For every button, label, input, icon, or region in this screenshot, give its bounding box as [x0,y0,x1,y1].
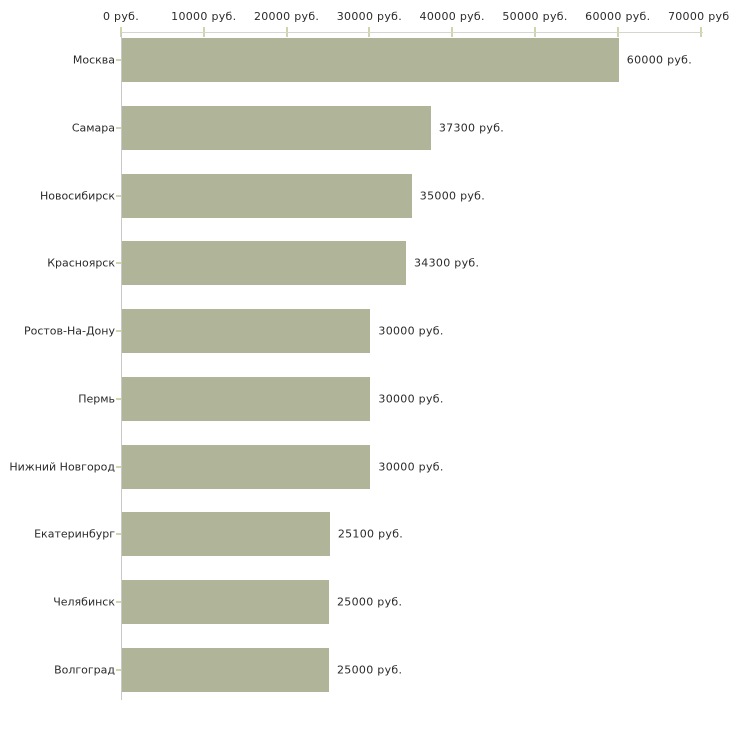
category-tick-mark [116,533,121,536]
bar-2 [122,105,431,150]
x-axis-tick-label: 50000 руб. [502,10,568,23]
category-label: Новосибирск [39,189,115,202]
value-label: 30000 руб. [378,324,444,338]
category-tick-mark [116,465,121,468]
value-label: 37300 руб. [438,121,505,135]
bar-5 [122,309,371,353]
category-label: Пермь [78,392,115,406]
value-label: 60000 руб. [626,53,693,67]
value-label: 35000 руб. [419,189,486,202]
x-axis-line [121,32,703,33]
category-tick-mark [116,397,121,400]
x-axis-tick-label: 40000 руб. [419,10,485,23]
bar-3 [122,173,412,218]
x-axis-tick-label: 0 руб. [102,10,140,23]
value-label: 25100 руб. [337,527,404,541]
value-label: 25000 руб. [337,663,403,677]
x-axis-tick-label: 10000 руб. [171,10,237,23]
category-tick-mark [116,194,121,197]
bar-7 [122,444,371,489]
bar-8 [122,512,330,557]
category-label: Челябинск [53,595,115,609]
bar-9 [122,580,329,624]
category-label: Красноярск [47,256,115,270]
y-axis-line [121,32,122,700]
category-tick-mark [116,601,121,603]
x-axis-tick-label: 60000 руб. [585,10,651,23]
value-label: 30000 руб. [378,460,444,473]
category-label: Ростов-На-Дону [23,324,115,338]
value-label: 30000 руб. [378,392,444,406]
category-tick-mark [116,668,121,671]
category-tick-mark [116,330,121,332]
bar-6 [122,376,371,421]
bar-1 [122,38,619,82]
category-tick-mark [116,126,121,129]
x-axis-tick-label: 70000 руб. [667,10,730,23]
category-label: Нижний Новгород [9,460,115,473]
value-label: 25000 руб. [337,595,403,609]
category-tick-mark [116,262,121,265]
category-label: Москва [72,53,115,67]
category-label: Волгоград [54,663,115,677]
category-tick-mark [116,59,121,61]
bar-4 [122,241,406,286]
x-axis-tick-label: 30000 руб. [336,10,403,23]
category-label: Екатеринбург [34,527,115,541]
bar-10 [122,647,329,692]
category-label: Самара [71,121,115,135]
value-label: 34300 руб. [414,256,480,270]
x-axis-tick-label: 20000 руб. [253,10,320,23]
